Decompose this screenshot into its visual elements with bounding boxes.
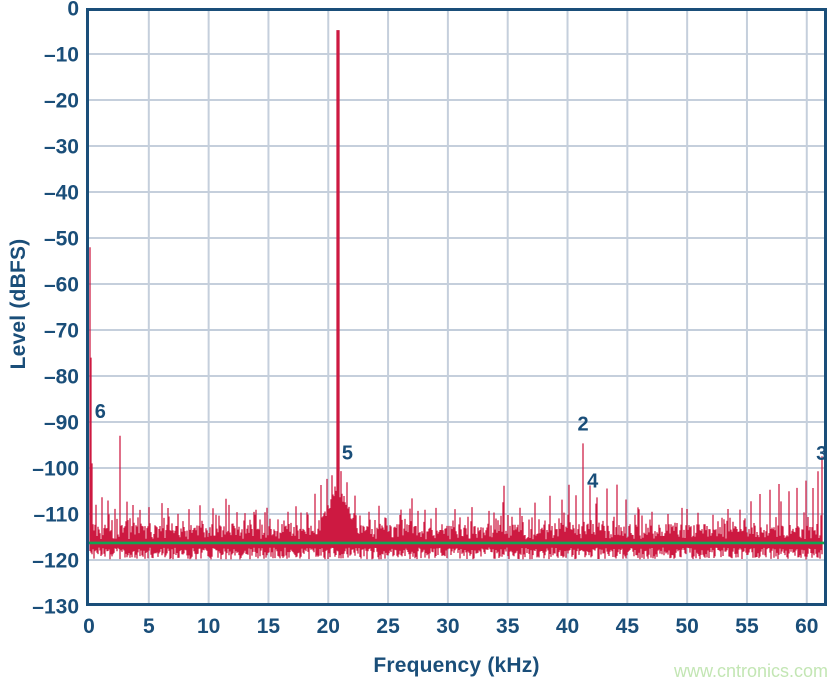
y-tick-label: –100 bbox=[32, 458, 79, 481]
harmonic-label-2: 2 bbox=[578, 413, 589, 435]
x-tick-label: 55 bbox=[735, 615, 759, 638]
y-tick-label: –60 bbox=[44, 274, 79, 297]
y-tick-label: –10 bbox=[44, 44, 79, 67]
harmonic-label-4: 4 bbox=[587, 470, 599, 492]
y-tick-label: –70 bbox=[44, 320, 79, 343]
x-tick-label: 45 bbox=[616, 615, 640, 638]
harmonic-label-3: 3 bbox=[816, 443, 827, 465]
watermark-text: www.cntronics.com bbox=[673, 661, 828, 681]
x-tick-label: 40 bbox=[556, 615, 579, 638]
harmonic-label-6: 6 bbox=[95, 401, 106, 423]
spectrum-trace bbox=[89, 30, 823, 560]
harmonic-label-5: 5 bbox=[342, 442, 353, 464]
y-tick-label: –20 bbox=[44, 90, 79, 113]
y-tick-label: 0 bbox=[67, 0, 79, 21]
y-tick-label: –80 bbox=[44, 366, 79, 389]
x-tick-label: 30 bbox=[436, 615, 459, 638]
y-tick-label: –40 bbox=[44, 182, 79, 205]
x-tick-label: 25 bbox=[376, 615, 400, 638]
y-axis-title: Level (dBFS) bbox=[7, 238, 30, 370]
y-tick-label: –50 bbox=[44, 228, 79, 251]
y-tick-label: –120 bbox=[32, 550, 79, 573]
x-tick-label: 10 bbox=[197, 615, 220, 638]
x-tick-label: 0 bbox=[83, 615, 95, 638]
x-tick-label: 35 bbox=[496, 615, 520, 638]
x-tick-label: 15 bbox=[257, 615, 281, 638]
x-tick-label: 20 bbox=[317, 615, 340, 638]
y-tick-label: –30 bbox=[44, 136, 79, 159]
x-tick-label: 60 bbox=[795, 615, 818, 638]
x-axis-title: Frequency (kHz) bbox=[373, 654, 540, 677]
axis-frame bbox=[86, 8, 827, 606]
x-tick-label: 50 bbox=[675, 615, 698, 638]
y-tick-label: –130 bbox=[32, 596, 79, 619]
y-tick-label: –110 bbox=[33, 504, 79, 527]
y-tick-label: –90 bbox=[44, 412, 79, 435]
x-tick-label: 5 bbox=[143, 615, 155, 638]
